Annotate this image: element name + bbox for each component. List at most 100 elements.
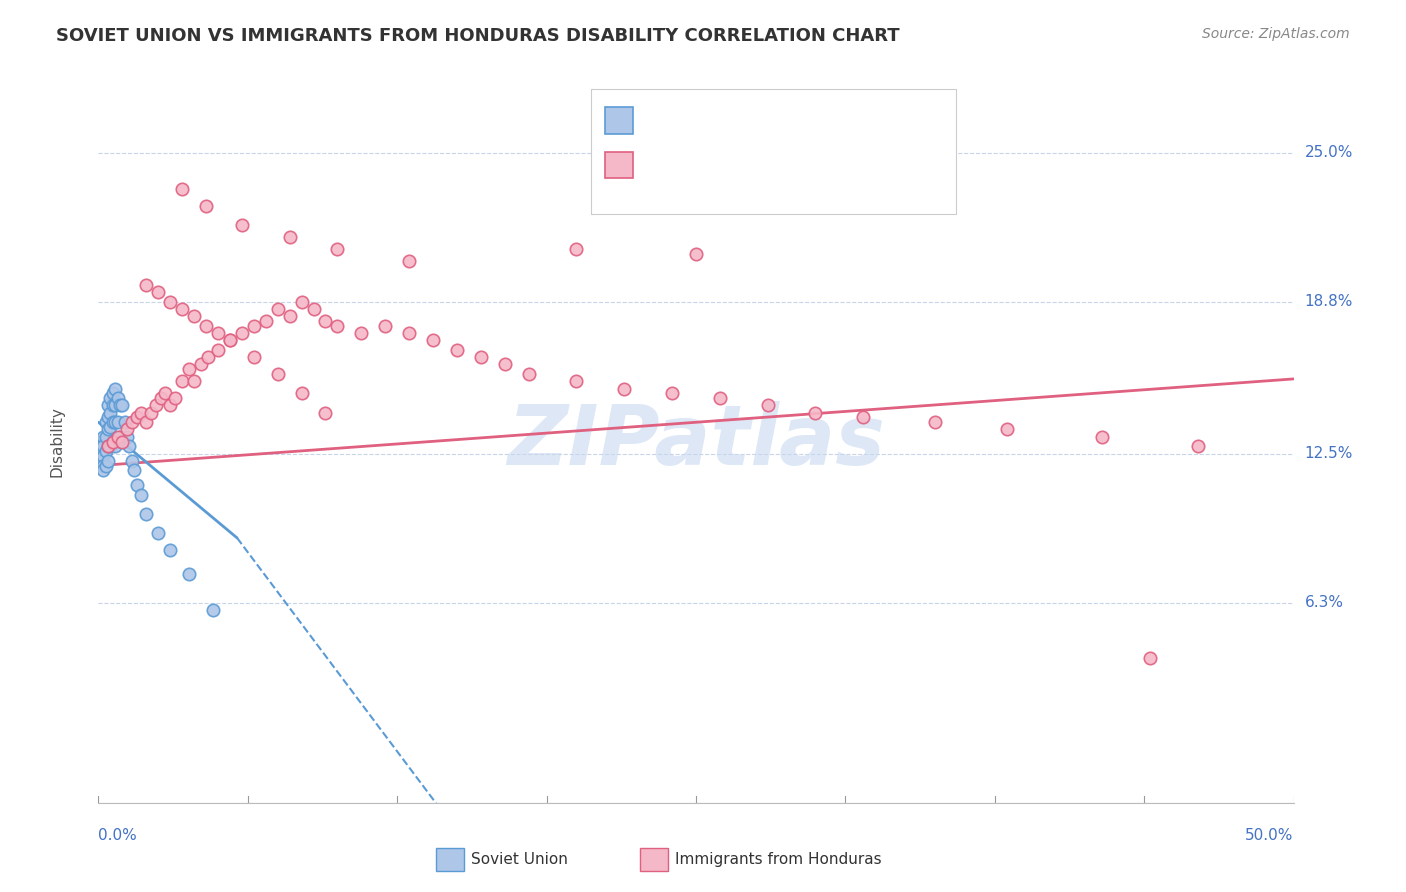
Point bbox=[148, 285, 170, 300]
Point bbox=[94, 458, 117, 473]
Point bbox=[924, 415, 946, 429]
Point bbox=[350, 326, 373, 341]
Point bbox=[114, 415, 136, 429]
Point bbox=[756, 398, 779, 412]
Point bbox=[97, 439, 120, 453]
Point bbox=[101, 434, 124, 449]
Point bbox=[97, 439, 120, 453]
Point bbox=[315, 314, 337, 328]
Point bbox=[94, 415, 117, 429]
Point bbox=[97, 423, 120, 437]
Point bbox=[101, 415, 124, 429]
Point bbox=[195, 198, 218, 212]
Point bbox=[111, 434, 134, 449]
Point bbox=[121, 415, 143, 429]
Point bbox=[852, 410, 875, 425]
Point bbox=[107, 430, 129, 444]
Point bbox=[183, 375, 205, 389]
Point bbox=[97, 454, 120, 468]
Text: SOVIET UNION VS IMMIGRANTS FROM HONDURAS DISABILITY CORRELATION CHART: SOVIET UNION VS IMMIGRANTS FROM HONDURAS… bbox=[56, 27, 900, 45]
Point bbox=[179, 362, 201, 376]
Point bbox=[104, 415, 127, 429]
Point bbox=[98, 420, 122, 434]
Point bbox=[1139, 651, 1161, 665]
Point bbox=[202, 603, 225, 617]
Point bbox=[267, 367, 290, 381]
Text: Immigrants from Honduras: Immigrants from Honduras bbox=[675, 853, 882, 867]
Point bbox=[1187, 439, 1209, 453]
Point bbox=[517, 367, 540, 381]
Point bbox=[98, 439, 122, 453]
Text: R =: R = bbox=[650, 156, 686, 174]
Point bbox=[104, 398, 127, 412]
Point bbox=[124, 463, 146, 477]
Point bbox=[326, 242, 349, 256]
Point bbox=[101, 434, 124, 449]
Point bbox=[91, 458, 114, 473]
Point bbox=[107, 415, 129, 429]
Point bbox=[159, 294, 181, 309]
Point bbox=[145, 398, 167, 412]
Point bbox=[231, 326, 253, 341]
Point bbox=[291, 386, 314, 401]
Point bbox=[183, 310, 205, 324]
Point bbox=[278, 230, 301, 244]
Point bbox=[207, 343, 229, 357]
Point bbox=[91, 430, 114, 444]
Text: 0.0%: 0.0% bbox=[98, 828, 138, 843]
Point bbox=[149, 391, 172, 405]
Point bbox=[219, 334, 242, 348]
Point bbox=[172, 182, 194, 196]
Text: 0.124: 0.124 bbox=[703, 156, 756, 174]
Point bbox=[90, 454, 112, 468]
Point bbox=[155, 386, 177, 401]
Point bbox=[90, 446, 112, 460]
Text: 12.5%: 12.5% bbox=[1305, 446, 1353, 461]
Point bbox=[995, 423, 1018, 437]
Point bbox=[90, 439, 112, 453]
Point bbox=[131, 406, 153, 420]
Point bbox=[446, 343, 468, 357]
Point bbox=[108, 398, 131, 412]
Point bbox=[422, 334, 444, 348]
Point bbox=[231, 218, 253, 232]
Text: N =: N = bbox=[773, 112, 821, 129]
Point bbox=[172, 301, 194, 317]
Point bbox=[98, 391, 122, 405]
Point bbox=[115, 430, 138, 444]
Text: -0.345: -0.345 bbox=[703, 112, 756, 129]
Text: N =: N = bbox=[773, 156, 821, 174]
Point bbox=[108, 430, 131, 444]
Point bbox=[159, 398, 181, 412]
Point bbox=[159, 542, 181, 557]
Point bbox=[565, 375, 588, 389]
Point bbox=[139, 406, 162, 420]
Point bbox=[398, 326, 420, 341]
Point bbox=[470, 350, 492, 364]
Point bbox=[661, 386, 683, 401]
Point bbox=[565, 242, 588, 256]
Point bbox=[243, 318, 266, 333]
Point bbox=[91, 449, 114, 463]
Point bbox=[90, 434, 112, 449]
Point bbox=[197, 350, 219, 364]
Point bbox=[494, 358, 516, 372]
Point bbox=[98, 406, 122, 420]
Point bbox=[685, 246, 707, 260]
Text: ZIPatlas: ZIPatlas bbox=[508, 401, 884, 482]
Point bbox=[135, 277, 157, 292]
Point bbox=[326, 318, 349, 333]
Point bbox=[374, 318, 396, 333]
Text: 71: 71 bbox=[832, 156, 853, 174]
Point bbox=[104, 382, 127, 396]
Point bbox=[302, 301, 325, 317]
Point bbox=[121, 454, 143, 468]
Point bbox=[172, 375, 194, 389]
Point bbox=[148, 526, 170, 541]
Point bbox=[163, 391, 186, 405]
Point bbox=[91, 463, 114, 477]
Point bbox=[179, 567, 201, 582]
Point bbox=[315, 406, 337, 420]
Point bbox=[131, 487, 153, 501]
Point bbox=[91, 439, 114, 453]
